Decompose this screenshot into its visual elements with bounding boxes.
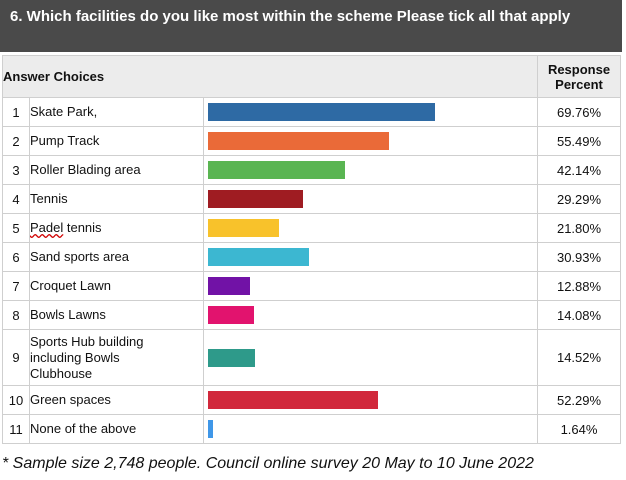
response-percent-value: 14.08% — [537, 300, 622, 330]
row-number: 8 — [2, 300, 30, 330]
response-table: Answer Choices Response Percent 1 Skate P… — [1, 55, 622, 444]
response-bar — [208, 248, 309, 266]
answer-choice-label: Tennis — [29, 184, 204, 214]
response-percent-value: 55.49% — [537, 126, 622, 156]
response-percent-value: 12.88% — [537, 271, 622, 301]
bar-cell — [202, 126, 539, 156]
footnote: * Sample size 2,748 people. Council onli… — [2, 455, 534, 472]
table-row: 3 Roller Blading area 42.14% — [2, 155, 622, 185]
response-bar — [208, 277, 250, 295]
answer-choice-label: Sand sports area — [29, 242, 204, 272]
bar-cell — [202, 184, 539, 214]
table-header-row: Answer Choices Response Percent — [1, 55, 622, 98]
response-percent-value: 52.29% — [537, 385, 622, 415]
bar-cell — [202, 213, 539, 243]
response-percent-value: 29.29% — [537, 184, 622, 214]
response-percent-header-line1: Response — [547, 61, 611, 77]
answer-choice-label: Padel tennis — [29, 213, 204, 243]
table-row: 6 Sand sports area 30.93% — [2, 242, 622, 272]
response-percent-value: 14.52% — [537, 329, 622, 386]
response-bar — [208, 161, 346, 179]
answer-choice-label: Bowls Lawns — [29, 300, 204, 330]
bar-cell — [202, 300, 539, 330]
row-number: 4 — [2, 184, 30, 214]
answer-choice-label: Roller Blading area — [29, 155, 204, 185]
response-bar — [208, 132, 389, 150]
row-number: 10 — [2, 385, 30, 415]
answer-choice-label: Skate Park, — [29, 97, 204, 127]
row-number: 11 — [2, 414, 30, 444]
answer-choice-label: Croquet Lawn — [29, 271, 204, 301]
row-number: 9 — [2, 329, 30, 386]
question-title-bar: 6. Which facilities do you like most wit… — [0, 0, 622, 52]
response-percent-value: 69.76% — [537, 97, 622, 127]
bar-cell — [202, 97, 539, 127]
table-row: 2 Pump Track 55.49% — [2, 126, 622, 156]
table-row: 4 Tennis 29.29% — [2, 184, 622, 214]
row-number: 3 — [2, 155, 30, 185]
answer-choices-header: Answer Choices — [1, 55, 539, 98]
answer-choice-label: None of the above — [29, 414, 204, 444]
response-percent-header-line2: Percent — [555, 76, 603, 92]
table-row: 9 Sports Hub building including Bowls Clu… — [2, 329, 622, 386]
table-row: 7 Croquet Lawn 12.88% — [2, 271, 622, 301]
question-title: 6. Which facilities do you like most wit… — [10, 8, 571, 25]
response-percent-value: 30.93% — [537, 242, 622, 272]
table-row: 10 Green spaces 52.29% — [2, 385, 622, 415]
table-row: 8 Bowls Lawns 14.08% — [2, 300, 622, 330]
response-percent-value: 42.14% — [537, 155, 622, 185]
response-percent-value: 1.64% — [537, 414, 622, 444]
response-bar — [208, 420, 214, 438]
bar-cell — [202, 155, 539, 185]
response-bar — [208, 103, 436, 121]
table-row: 1 Skate Park, 69.76% — [2, 97, 622, 127]
response-bar — [208, 348, 256, 367]
response-rows: 1 Skate Park, 69.76% 2 Pump Track 55.49% 3 Roll… — [2, 97, 622, 444]
row-number: 5 — [2, 213, 30, 243]
response-bar — [208, 190, 304, 208]
bar-cell — [202, 385, 539, 415]
response-percent-header: Response Percent — [537, 55, 622, 98]
table-row: 5 Padel tennis 21.80% — [2, 213, 622, 243]
bar-cell — [202, 329, 539, 386]
bar-cell — [202, 414, 539, 444]
row-number: 6 — [2, 242, 30, 272]
response-bar — [208, 391, 379, 409]
row-number: 1 — [2, 97, 30, 127]
answer-choice-label: Pump Track — [29, 126, 204, 156]
table-row: 11 None of the above 1.64% — [2, 414, 622, 444]
row-number: 7 — [2, 271, 30, 301]
response-percent-value: 21.80% — [537, 213, 622, 243]
bar-cell — [202, 242, 539, 272]
answer-choice-label: Green spaces — [29, 385, 204, 415]
answer-choice-label: Sports Hub building including Bowls Club… — [29, 329, 204, 386]
bar-cell — [202, 271, 539, 301]
row-number: 2 — [2, 126, 30, 156]
spellcheck-underlined-word: Padel — [30, 220, 64, 235]
response-bar — [208, 306, 254, 324]
response-bar — [208, 219, 280, 237]
